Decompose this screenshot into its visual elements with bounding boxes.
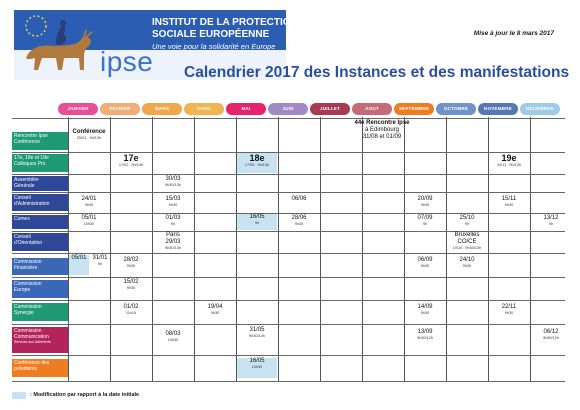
- month-header-juin: JUIN: [268, 103, 308, 115]
- column-divider: [194, 117, 195, 381]
- event-ca-juin: 06/06: [291, 196, 307, 202]
- row-label-conseil-administration: Conseil d'Administration: [12, 194, 68, 211]
- column-divider: [362, 117, 363, 381]
- event-assemblee-mars: 30/03 9h30/13h: [165, 176, 181, 187]
- row-label-conference-presidents: Conférence des présidents: [12, 359, 68, 377]
- month-header-aout: AOUT: [352, 103, 392, 115]
- event-communication-decembre: 06/12 9h30/12h: [543, 329, 559, 340]
- event-synergie-novembre: 22/11 9h30: [501, 304, 517, 315]
- event-conference-janvier: Conférence 25/01 . 9h/13h: [72, 129, 106, 140]
- row-label-commission-financiere: Commission Financière: [12, 258, 68, 275]
- month-header-novembre: NOVEMBRE: [478, 103, 518, 115]
- event-communication-mars: 08/03 10h30: [165, 331, 181, 342]
- event-finance-septembre: 06/09 9h30: [417, 257, 433, 268]
- column-divider: [152, 117, 153, 381]
- calendar-grid: JANVIER FEVRIER MARS AVRIL MAI JUIN JUIL…: [12, 103, 565, 383]
- column-divider: [530, 117, 531, 381]
- row-divider: [12, 213, 565, 214]
- event-comex-octobre: 25/10 9h: [459, 215, 475, 226]
- column-divider: [488, 117, 489, 381]
- event-communication-septembre: 13/09 9h30/12h: [417, 329, 433, 340]
- row-divider: [12, 277, 565, 278]
- page-title: Calendrier 2017 des Instances et des man…: [184, 64, 570, 81]
- legend-text: : Modification par rapport à la date ini…: [30, 392, 140, 398]
- month-header-juillet: JUILLET: [310, 103, 350, 115]
- row-label-conseil-orientation: Conseil d'Orientation: [12, 233, 68, 251]
- event-comex-juin: 28/06 9h30: [291, 215, 307, 226]
- month-header-mai: MAI: [226, 103, 266, 115]
- row-label-rencontre: Rencontre Ipse Conférence: [12, 132, 68, 150]
- event-comex-mai: 16/05 9h: [237, 214, 277, 230]
- row-divider: [12, 118, 565, 119]
- row-divider: [12, 300, 565, 301]
- legend-swatch: [12, 392, 26, 399]
- row-label-colloques: 17e, 18e et 19e Colloques Pro: [12, 154, 68, 172]
- event-synergie-septembre: 14/09 9h30: [417, 304, 433, 315]
- header-banner: ipse INSTITUT DE LA PROTECTION SOCIALE E…: [14, 10, 286, 80]
- month-header-mars: MARS: [142, 103, 182, 115]
- row-divider: [12, 324, 565, 325]
- event-comex-janvier: 05/01 10h30: [81, 215, 97, 226]
- column-divider: [236, 117, 237, 381]
- month-header-janvier: JANVIER: [58, 103, 98, 115]
- column-divider: [278, 117, 279, 381]
- event-finance-fevrier: 28/02 9h30: [123, 257, 139, 268]
- row-label-assemblee: Assemblée Générale: [12, 176, 68, 191]
- row-divider: [12, 231, 565, 232]
- event-communication-mai: 31/05 9h30/14h: [249, 327, 265, 338]
- event-presidents-mai: 16/05 10h30: [237, 358, 277, 378]
- event-ca-mars: 15/03 9h30: [165, 196, 181, 207]
- month-header-septembre: SEPTEMBRE: [394, 103, 434, 115]
- event-finance-janvier-1: 05/01: [69, 255, 89, 275]
- event-co-mars: Paris 29/03 9h30/13h: [165, 232, 181, 250]
- row-divider: [12, 192, 565, 193]
- row-label-commission-synergie: Commission Synergie: [12, 303, 68, 321]
- event-colloque-18: 18e 17/05 . 9h/13h: [237, 153, 277, 173]
- row-label-commission-europe: Commission Europe: [12, 280, 68, 298]
- row-divider: [12, 174, 565, 175]
- event-co-octobre: Bruxelles CO/CE 19/10 . 9h30/13h: [452, 232, 482, 250]
- row-divider: [12, 253, 565, 254]
- institute-name-line2: SOCIALE EUROPÉENNE: [152, 29, 270, 40]
- event-ca-novembre: 15/11 9h30: [501, 196, 517, 207]
- row-label-comex: Comex: [12, 215, 68, 229]
- column-divider: [404, 117, 405, 381]
- event-finance-janvier-2: 31/01 9h: [92, 255, 108, 266]
- institute-name-line1: INSTITUT DE LA PROTECTION: [152, 17, 286, 28]
- event-comex-decembre: 13/12 9h: [543, 215, 559, 226]
- event-finance-octobre: 24/10 9h30: [459, 257, 475, 268]
- row-divider: [12, 381, 565, 382]
- month-header-decembre: DECEMBRE: [520, 103, 560, 115]
- row-divider: [12, 355, 565, 356]
- event-ca-septembre: 20/09 9h30: [417, 196, 433, 207]
- event-rencontre-edimbourg: 44e Rencontre Ipse à Edimbourg 31/08 et …: [354, 120, 410, 140]
- europa-bull-logo-icon: [25, 15, 93, 70]
- event-ca-janvier: 24/01 9h30: [81, 196, 97, 207]
- update-date: Mise à jour le 8 mars 2017: [473, 30, 554, 37]
- column-divider: [320, 117, 321, 381]
- column-divider: [446, 117, 447, 381]
- month-header-avril: AVRIL: [184, 103, 224, 115]
- column-divider: [110, 117, 111, 381]
- event-colloque-17: 17e 17/02 . 9h/13h: [118, 153, 144, 167]
- event-synergie-avril: 19/04 9h30: [207, 304, 223, 315]
- month-header-octobre: OCTOBRE: [436, 103, 476, 115]
- event-colloque-19: 19e 10/11 . 9h/13h: [497, 153, 521, 167]
- tagline: Une voie pour la solidarité en Europe: [152, 42, 276, 51]
- event-europe-fevrier: 15/02 9h30: [123, 279, 139, 290]
- event-synergie-fevrier: 01/02 11h15: [123, 304, 139, 315]
- event-comex-mars: 01/03 9h: [165, 215, 181, 226]
- row-divider: [12, 152, 565, 153]
- row-label-commission-communication: Commission Communication Services aux Adhé…: [12, 327, 68, 353]
- column-divider: [68, 117, 69, 381]
- event-comex-septembre: 07/09 9h: [417, 215, 433, 226]
- logo-wordmark: ipse: [100, 46, 154, 77]
- month-header-fevrier: FEVRIER: [100, 103, 140, 115]
